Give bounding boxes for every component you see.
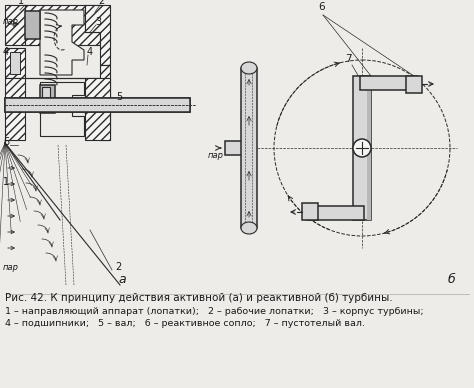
Bar	[42, 87, 50, 105]
Text: 2: 2	[115, 262, 121, 272]
Ellipse shape	[241, 62, 257, 74]
Polygon shape	[353, 76, 371, 220]
Text: 6: 6	[318, 2, 325, 12]
Text: 1 – направляющий аппарат (лопатки);   2 – рабочие лопатки;   3 – корпус турбины;: 1 – направляющий аппарат (лопатки); 2 – …	[5, 307, 424, 316]
Bar	[25, 11, 40, 39]
Text: пар: пар	[3, 263, 19, 272]
Polygon shape	[5, 78, 25, 140]
Polygon shape	[85, 5, 110, 65]
Bar	[10, 52, 20, 74]
Polygon shape	[25, 65, 110, 140]
Polygon shape	[360, 76, 417, 90]
Text: 4: 4	[3, 47, 9, 57]
Text: 7: 7	[345, 54, 352, 64]
Polygon shape	[5, 5, 35, 45]
Circle shape	[353, 139, 371, 157]
Text: 5: 5	[116, 92, 122, 102]
Bar	[307, 206, 311, 220]
Polygon shape	[302, 203, 318, 220]
Polygon shape	[307, 206, 364, 220]
Bar	[241, 68, 257, 228]
Text: 4: 4	[87, 47, 93, 57]
Polygon shape	[40, 10, 84, 75]
Text: б: б	[448, 273, 456, 286]
Bar	[413, 76, 417, 90]
Polygon shape	[25, 5, 100, 45]
Bar	[367, 76, 371, 220]
Text: пар: пар	[208, 151, 224, 160]
Bar	[5, 98, 190, 112]
Text: 4 – подшипники;   5 – вал;   6 – реактивное сопло;   7 – пустотелый вал.: 4 – подшипники; 5 – вал; 6 – реактивное …	[5, 319, 365, 328]
Text: Рис. 42. К принципу действия активной (а) и реактивной (б) турбины.: Рис. 42. К принципу действия активной (а…	[5, 293, 392, 303]
Polygon shape	[40, 82, 84, 136]
Bar	[40, 85, 55, 113]
Text: пар: пар	[3, 17, 19, 26]
Text: 1: 1	[3, 177, 9, 187]
Polygon shape	[225, 141, 249, 155]
Text: 6: 6	[3, 137, 9, 147]
Polygon shape	[85, 78, 110, 140]
Text: 1: 1	[18, 0, 24, 6]
Bar	[5, 98, 190, 112]
Text: а: а	[118, 273, 126, 286]
Ellipse shape	[241, 222, 257, 234]
Polygon shape	[406, 76, 422, 93]
Polygon shape	[5, 48, 25, 78]
Text: 2: 2	[98, 0, 104, 6]
Text: 3: 3	[95, 17, 101, 27]
